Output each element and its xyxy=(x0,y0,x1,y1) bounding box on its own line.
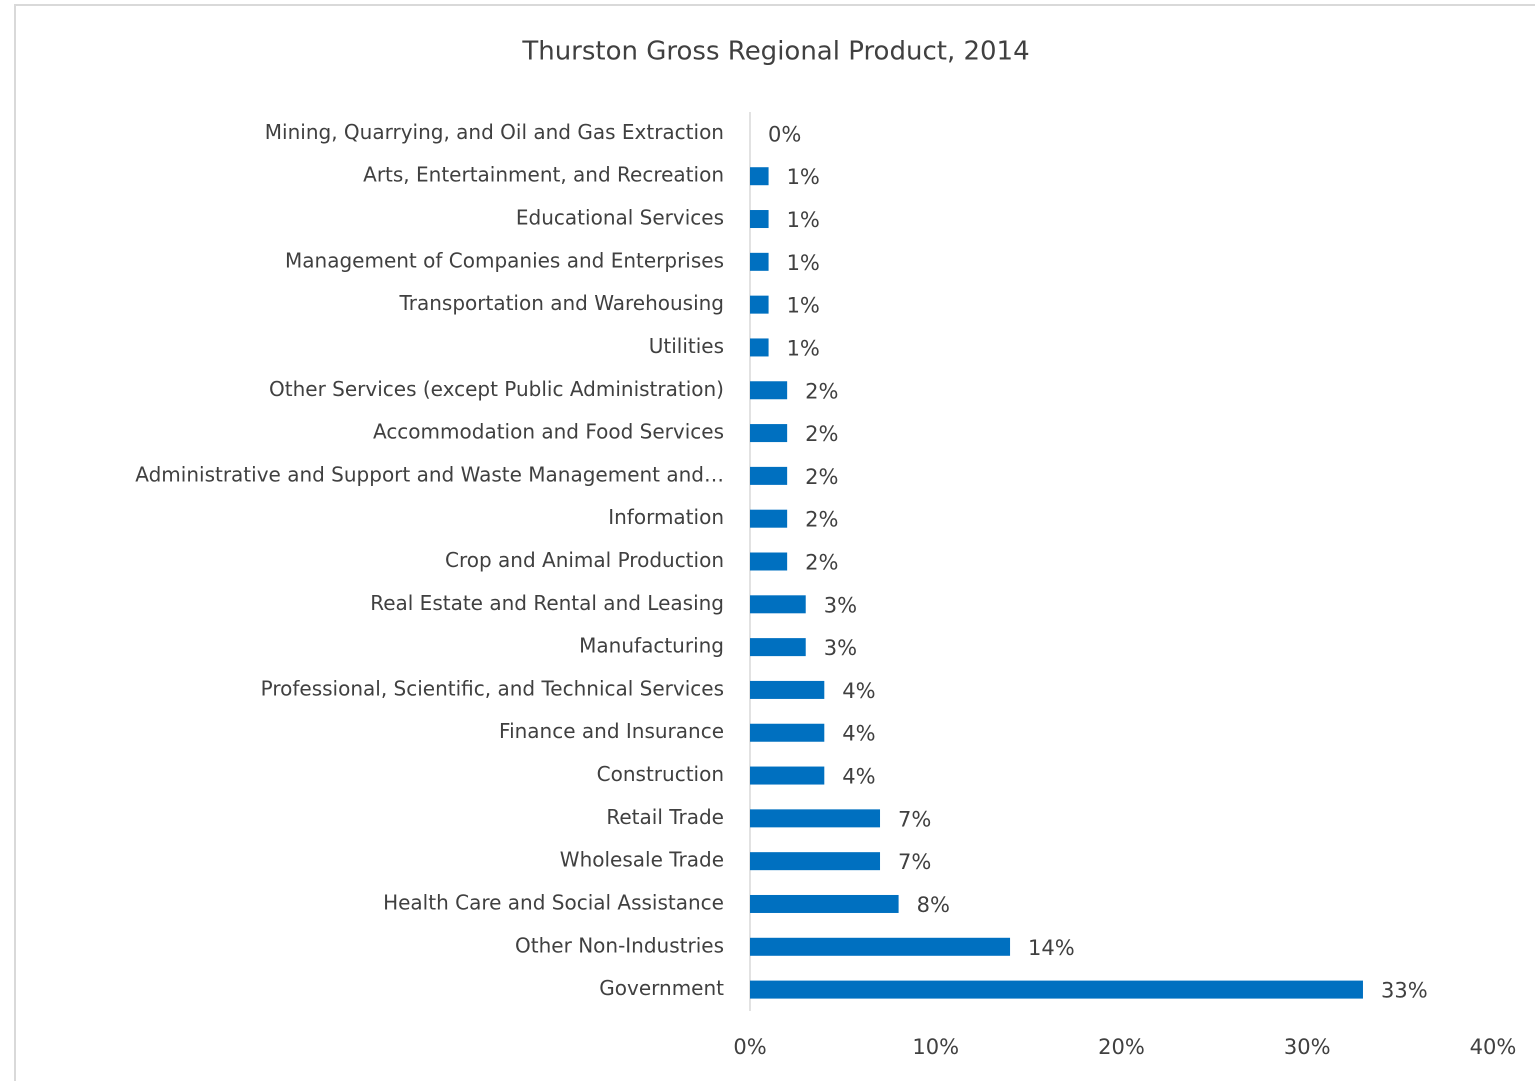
bar xyxy=(750,595,806,614)
data-label: 4% xyxy=(842,722,875,746)
data-label: 1% xyxy=(787,336,820,360)
y-tick-label: Real Estate and Rental and Leasing xyxy=(370,591,724,615)
bar xyxy=(750,980,1363,999)
y-tick-label: Accommodation and Food Services xyxy=(373,420,724,444)
data-label: 2% xyxy=(805,551,838,575)
y-tick-label: Management of Companies and Enterprises xyxy=(285,248,724,272)
x-tick-label: 0% xyxy=(733,1035,766,1059)
bar xyxy=(750,338,769,357)
y-tick-label: Manufacturing xyxy=(579,634,724,658)
data-label: 0% xyxy=(768,122,801,146)
y-tick-label: Wholesale Trade xyxy=(560,848,724,872)
y-tick-label: Crop and Animal Production xyxy=(445,548,724,572)
bar xyxy=(750,424,788,443)
chart-title: Thurston Gross Regional Product, 2014 xyxy=(521,37,1029,67)
bar xyxy=(750,766,825,785)
data-label: 8% xyxy=(917,893,950,917)
bar xyxy=(750,552,788,571)
x-tick-label: 20% xyxy=(1098,1035,1145,1059)
y-tick-label: Government xyxy=(599,976,724,1000)
y-tick-label: Arts, Entertainment, and Recreation xyxy=(363,163,724,187)
data-label: 1% xyxy=(787,294,820,318)
y-tick-label: Educational Services xyxy=(516,206,724,230)
bar xyxy=(750,252,769,271)
y-tick-label: Health Care and Social Assistance xyxy=(383,890,724,914)
bar xyxy=(750,167,769,186)
data-label: 2% xyxy=(805,379,838,403)
y-tick-label: Other Non-Industries xyxy=(515,933,724,957)
y-tick-label: Retail Trade xyxy=(606,805,724,829)
bar xyxy=(750,894,899,913)
data-label: 4% xyxy=(842,765,875,789)
y-tick-label: Other Services (except Public Administra… xyxy=(269,377,724,401)
y-tick-label: Information xyxy=(608,505,724,529)
chart-frame xyxy=(14,4,1535,1081)
y-tick-label: Administrative and Support and Waste Man… xyxy=(135,462,724,486)
data-label: 14% xyxy=(1028,936,1075,960)
bar xyxy=(750,466,788,485)
y-tick-label: Professional, Scientific, and Technical … xyxy=(261,676,724,700)
bar xyxy=(750,638,806,657)
data-label: 3% xyxy=(824,593,857,617)
data-label: 7% xyxy=(898,807,931,831)
data-label: 4% xyxy=(842,679,875,703)
bar xyxy=(750,680,825,699)
data-label: 1% xyxy=(787,208,820,232)
data-label: 1% xyxy=(787,165,820,189)
data-label: 1% xyxy=(787,251,820,275)
x-tick-label: 30% xyxy=(1284,1035,1331,1059)
bar xyxy=(750,809,881,828)
data-label: 2% xyxy=(805,465,838,489)
bar xyxy=(750,723,825,742)
data-label: 2% xyxy=(805,422,838,446)
x-tick-label: 40% xyxy=(1470,1035,1517,1059)
data-label: 33% xyxy=(1381,979,1428,1003)
bar xyxy=(750,937,1011,956)
y-tick-label: Mining, Quarrying, and Oil and Gas Extra… xyxy=(265,120,724,144)
bar xyxy=(750,509,788,528)
y-tick-label: Transportation and Warehousing xyxy=(398,291,724,315)
y-tick-label: Utilities xyxy=(649,334,724,358)
data-label: 3% xyxy=(824,636,857,660)
y-tick-label: Finance and Insurance xyxy=(499,719,724,743)
x-tick-label: 10% xyxy=(912,1035,959,1059)
bar xyxy=(750,381,788,400)
bar xyxy=(750,210,769,229)
bar xyxy=(750,852,881,871)
y-tick-label: Construction xyxy=(597,762,724,786)
bar xyxy=(750,295,769,314)
data-label: 7% xyxy=(898,850,931,874)
data-label: 2% xyxy=(805,508,838,532)
